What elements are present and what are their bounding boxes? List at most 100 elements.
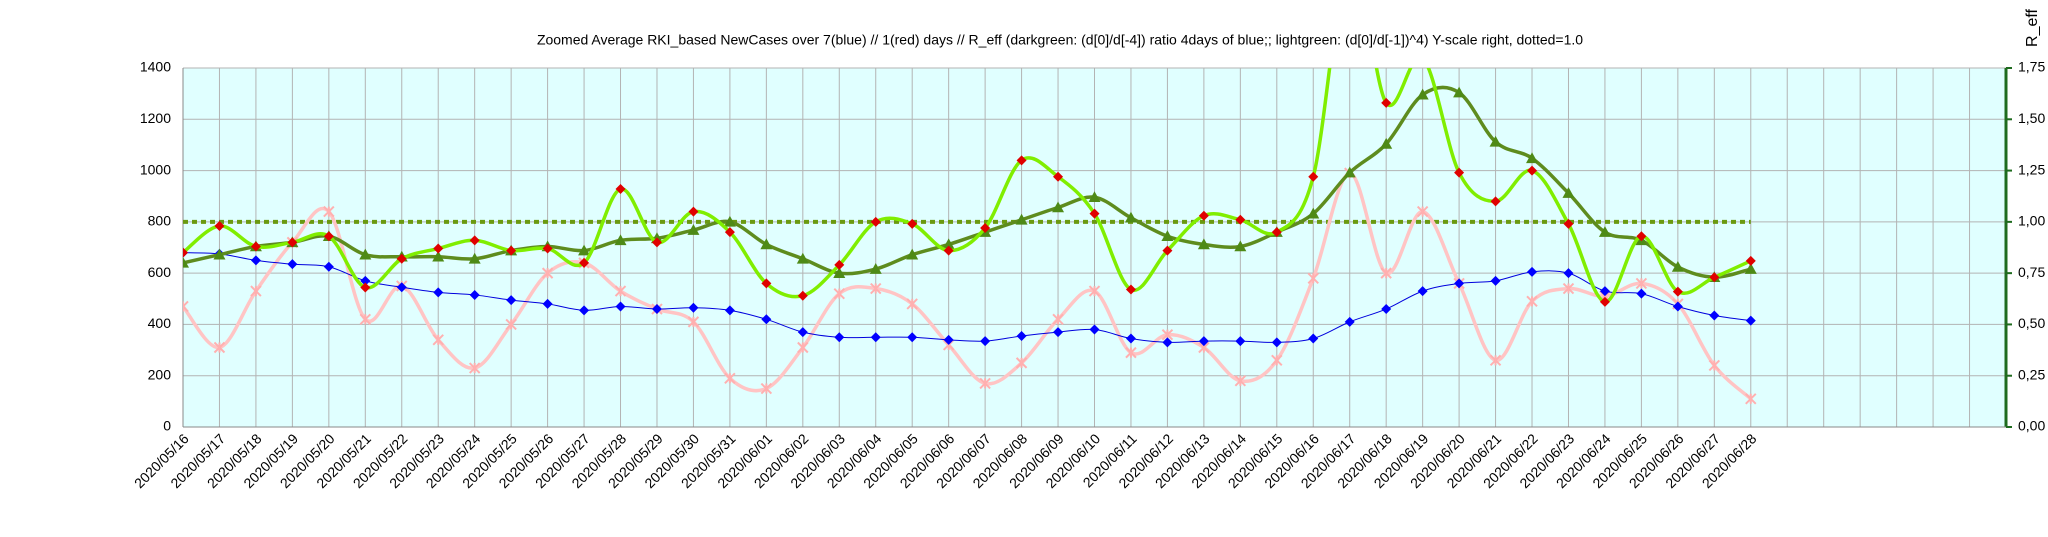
marker — [1380, 137, 1393, 149]
marker — [360, 275, 371, 286]
marker — [1308, 333, 1319, 344]
marker — [1672, 301, 1683, 312]
marker — [1088, 191, 1101, 203]
marker — [359, 313, 372, 326]
marker — [323, 231, 334, 242]
y-tick-label: 600 — [148, 264, 172, 280]
y2-tick-label: 0,25 — [2018, 366, 2045, 382]
marker — [761, 314, 772, 325]
marker — [1416, 88, 1429, 100]
marker — [1343, 166, 1356, 178]
y-tick-label: 1000 — [140, 161, 171, 177]
y-tick-label: 800 — [148, 213, 172, 229]
marker — [323, 205, 335, 218]
marker — [1307, 272, 1319, 284]
marker — [1417, 286, 1428, 297]
marker — [1271, 227, 1282, 238]
marker — [1125, 284, 1136, 295]
marker — [468, 252, 481, 264]
marker — [1016, 330, 1027, 341]
marker — [433, 243, 444, 254]
marker — [579, 305, 590, 316]
y-tick-label: 200 — [148, 366, 172, 382]
marker — [468, 362, 481, 374]
marker — [1490, 275, 1501, 286]
marker — [1380, 267, 1392, 279]
marker — [250, 285, 262, 297]
marker — [1125, 346, 1137, 359]
marker — [542, 243, 553, 254]
marker — [432, 250, 445, 262]
marker — [1161, 230, 1174, 242]
marker — [761, 278, 772, 289]
marker — [980, 223, 991, 234]
marker — [432, 334, 444, 346]
marker — [615, 184, 626, 195]
marker — [1381, 304, 1392, 315]
marker — [833, 267, 846, 278]
marker — [1489, 135, 1502, 147]
marker — [1197, 238, 1210, 250]
marker — [1708, 359, 1721, 372]
marker — [541, 267, 554, 279]
plot-area — [183, 53, 1757, 405]
marker — [1271, 354, 1283, 367]
marker — [1052, 313, 1064, 326]
marker — [1271, 337, 1282, 348]
marker — [183, 300, 189, 313]
marker — [1124, 211, 1137, 223]
marker — [1053, 171, 1064, 182]
marker — [1563, 218, 1574, 229]
marker — [505, 318, 517, 331]
marker — [796, 252, 809, 264]
marker — [1454, 167, 1465, 178]
marker — [1744, 263, 1757, 274]
marker — [1745, 255, 1756, 266]
marker — [250, 255, 261, 266]
marker — [1489, 354, 1502, 367]
y-tick-label: 400 — [148, 315, 172, 331]
marker — [433, 287, 444, 298]
marker — [651, 237, 662, 248]
marker — [213, 341, 226, 354]
marker — [1198, 336, 1209, 347]
marker — [687, 224, 700, 235]
marker — [469, 235, 480, 246]
marker — [1527, 266, 1538, 277]
marker — [1089, 324, 1100, 335]
marker — [688, 302, 699, 313]
marker — [287, 259, 298, 270]
y-tick-label: 1400 — [140, 59, 171, 75]
marker — [1052, 201, 1065, 213]
marker — [1416, 205, 1429, 218]
marker — [724, 305, 735, 316]
y2-tick-label: 0,75 — [2018, 264, 2045, 280]
marker — [506, 295, 517, 306]
marker — [1198, 210, 1209, 221]
marker — [869, 263, 882, 274]
marker — [870, 332, 881, 343]
marker — [323, 261, 334, 272]
marker — [396, 253, 407, 264]
marker — [1563, 268, 1574, 279]
marker — [1015, 357, 1028, 369]
marker — [1418, 53, 1428, 63]
y2-tick-label: 1,50 — [2018, 110, 2045, 126]
marker — [1454, 278, 1465, 289]
marker — [979, 377, 991, 390]
marker — [250, 241, 261, 252]
marker — [943, 334, 954, 345]
marker — [687, 316, 700, 328]
marker — [214, 220, 225, 231]
marker — [579, 257, 590, 268]
marker — [906, 248, 919, 260]
marker — [1490, 196, 1501, 207]
marker — [906, 298, 918, 310]
marker — [1162, 245, 1173, 256]
marker — [1672, 286, 1683, 297]
marker — [213, 248, 226, 260]
marker — [614, 285, 627, 297]
marker — [942, 238, 955, 250]
marker — [870, 282, 882, 295]
